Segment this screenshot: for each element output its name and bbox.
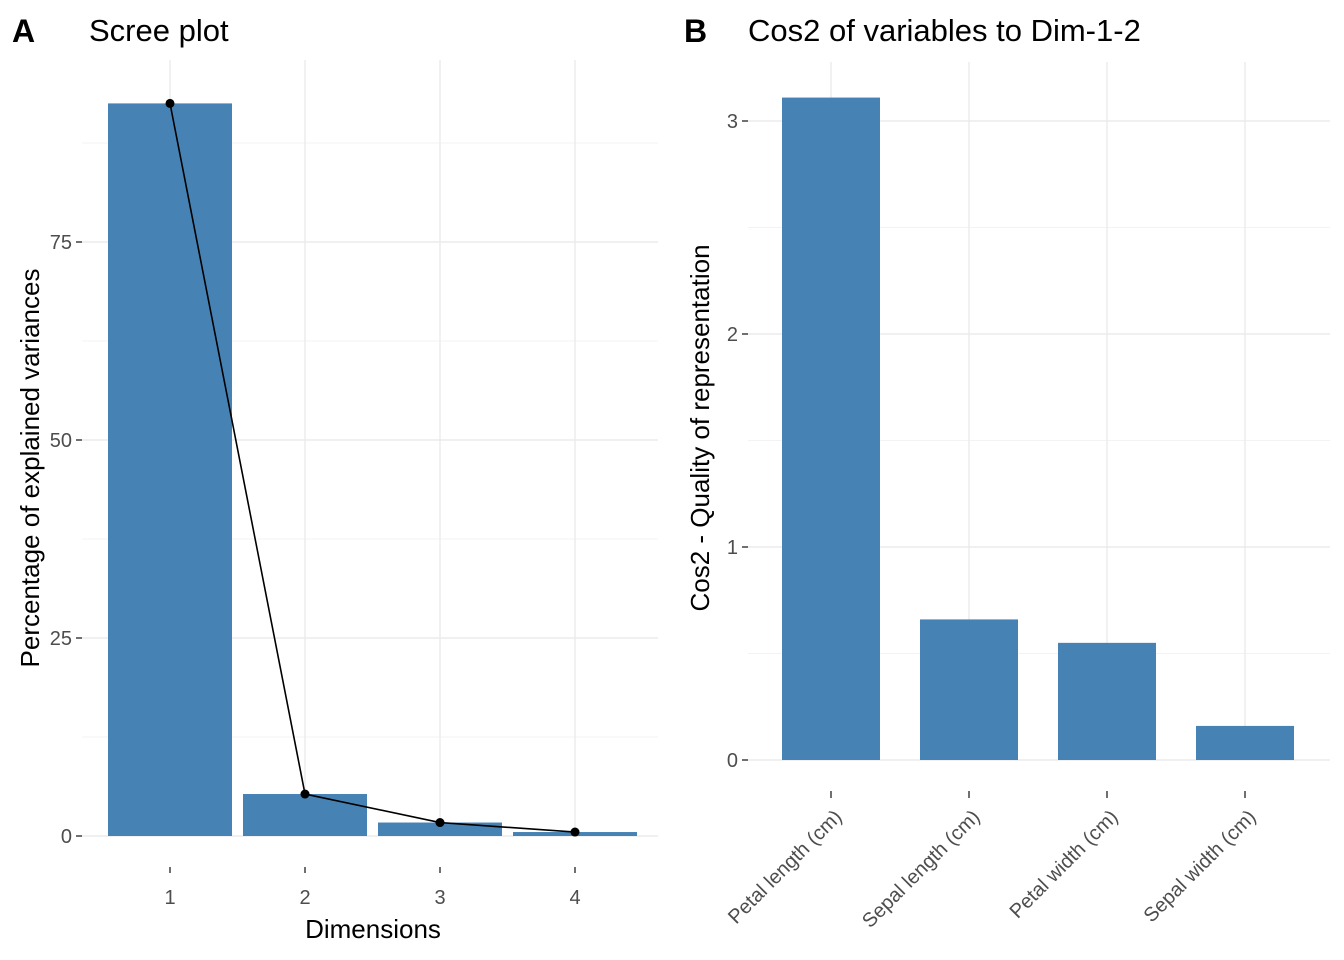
scree-y-tick-label: 0 xyxy=(61,826,72,848)
scree-plot-y-ticks: 0 25 50 75 xyxy=(50,232,82,848)
scree-plot-line xyxy=(169,103,576,833)
cos2-x-tick-label: Sepal width (cm) xyxy=(1140,806,1261,927)
scree-y-tick-label: 50 xyxy=(50,430,72,452)
cos2-y-axis-title: Cos2 - Quality of representation xyxy=(685,244,715,611)
scree-plot-title: Scree plot xyxy=(89,13,229,48)
scree-y-tick-label: 75 xyxy=(50,232,72,254)
scree-point-1 xyxy=(165,98,175,108)
cos2-x-ticks: Petal length (cm) Sepal length (cm) Petal … xyxy=(724,791,1261,932)
scree-plot-x-ticks: 1 2 3 4 xyxy=(164,867,581,909)
cos2-y-tick-label: 0 xyxy=(727,750,738,772)
scree-plot-points xyxy=(165,98,580,837)
scree-bar-1 xyxy=(108,103,232,836)
scree-plot-bars xyxy=(108,103,637,836)
scree-y-tick-label: 25 xyxy=(50,628,72,650)
cos2-y-tick-label: 2 xyxy=(727,324,738,346)
scree-bar-3 xyxy=(378,822,502,836)
cos2-title: Cos2 of variables to Dim-1-2 xyxy=(748,13,1141,48)
scree-line xyxy=(169,103,576,833)
scree-plot-panel: 0 25 50 75 1 2 3 4 A Scree plot Dimensions Per… xyxy=(12,13,658,944)
cos2-panel: 0 1 2 3 Petal length (cm) Sepal length (cm) P… xyxy=(684,13,1330,932)
scree-point-3 xyxy=(435,818,445,828)
scree-bar-2 xyxy=(243,794,367,836)
cos2-bar-1 xyxy=(920,619,1018,760)
cos2-y-tick-label: 3 xyxy=(727,111,738,133)
panel-tag-b: B xyxy=(684,13,707,49)
cos2-y-ticks: 0 1 2 3 xyxy=(727,111,748,772)
scree-plot-x-axis-title: Dimensions xyxy=(305,914,441,944)
scree-plot-y-axis-title: Percentage of explained variances xyxy=(15,269,45,668)
cos2-bar-2 xyxy=(1058,642,1156,760)
cos2-y-tick-label: 1 xyxy=(727,537,738,559)
panel-tag-a: A xyxy=(12,13,35,49)
cos2-bars xyxy=(782,97,1294,760)
scree-x-tick-label: 3 xyxy=(434,887,445,909)
cos2-x-tick-label: Petal width (cm) xyxy=(1006,806,1123,923)
cos2-x-tick-label: Sepal length (cm) xyxy=(858,806,984,932)
scree-x-tick-label: 4 xyxy=(569,887,580,909)
cos2-x-tick-label: Petal length (cm) xyxy=(724,806,846,928)
cos2-bar-3 xyxy=(1196,725,1294,760)
scree-x-tick-label: 1 xyxy=(164,887,175,909)
cos2-bar-0 xyxy=(782,97,880,760)
scree-point-2 xyxy=(300,789,310,799)
scree-x-tick-label: 2 xyxy=(299,887,310,909)
scree-point-4 xyxy=(570,827,580,837)
